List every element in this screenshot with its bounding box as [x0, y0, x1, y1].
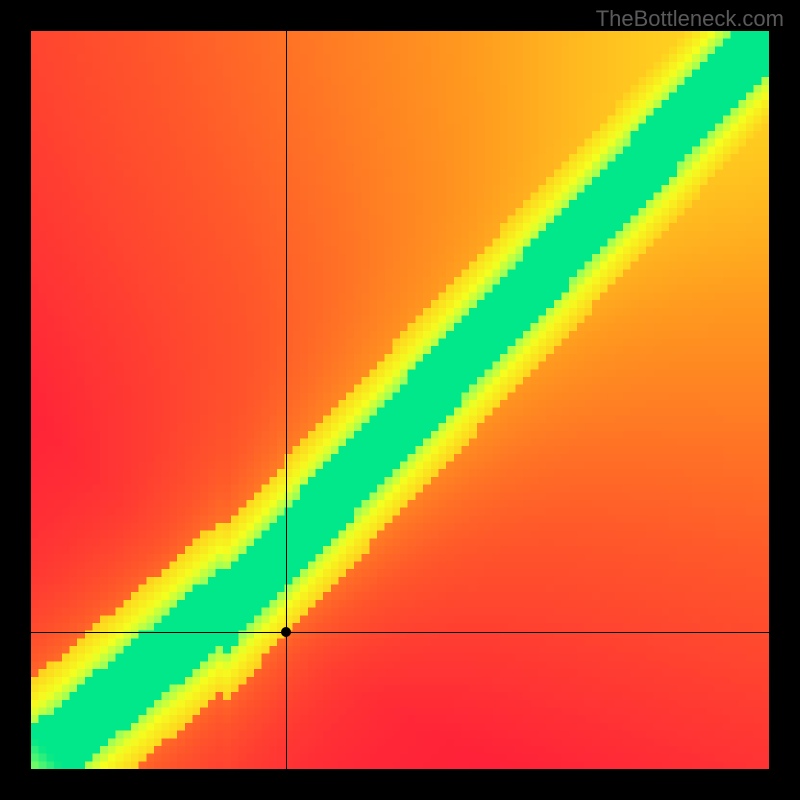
heatmap-plot — [31, 31, 769, 769]
crosshair-horizontal — [31, 632, 769, 633]
watermark-text: TheBottleneck.com — [596, 6, 784, 32]
heatmap-canvas — [31, 31, 769, 769]
crosshair-vertical — [286, 31, 287, 769]
crosshair-marker — [281, 627, 291, 637]
